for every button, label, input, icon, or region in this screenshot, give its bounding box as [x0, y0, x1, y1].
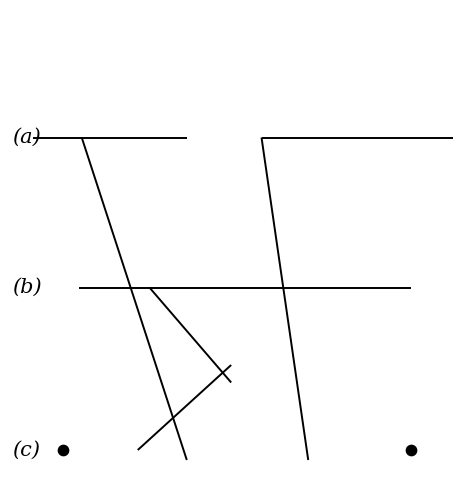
Point — [407, 446, 415, 454]
Point — [59, 446, 67, 454]
Text: (a): (a) — [12, 128, 41, 147]
Text: (c): (c) — [12, 440, 40, 460]
Text: (b): (b) — [12, 278, 41, 297]
